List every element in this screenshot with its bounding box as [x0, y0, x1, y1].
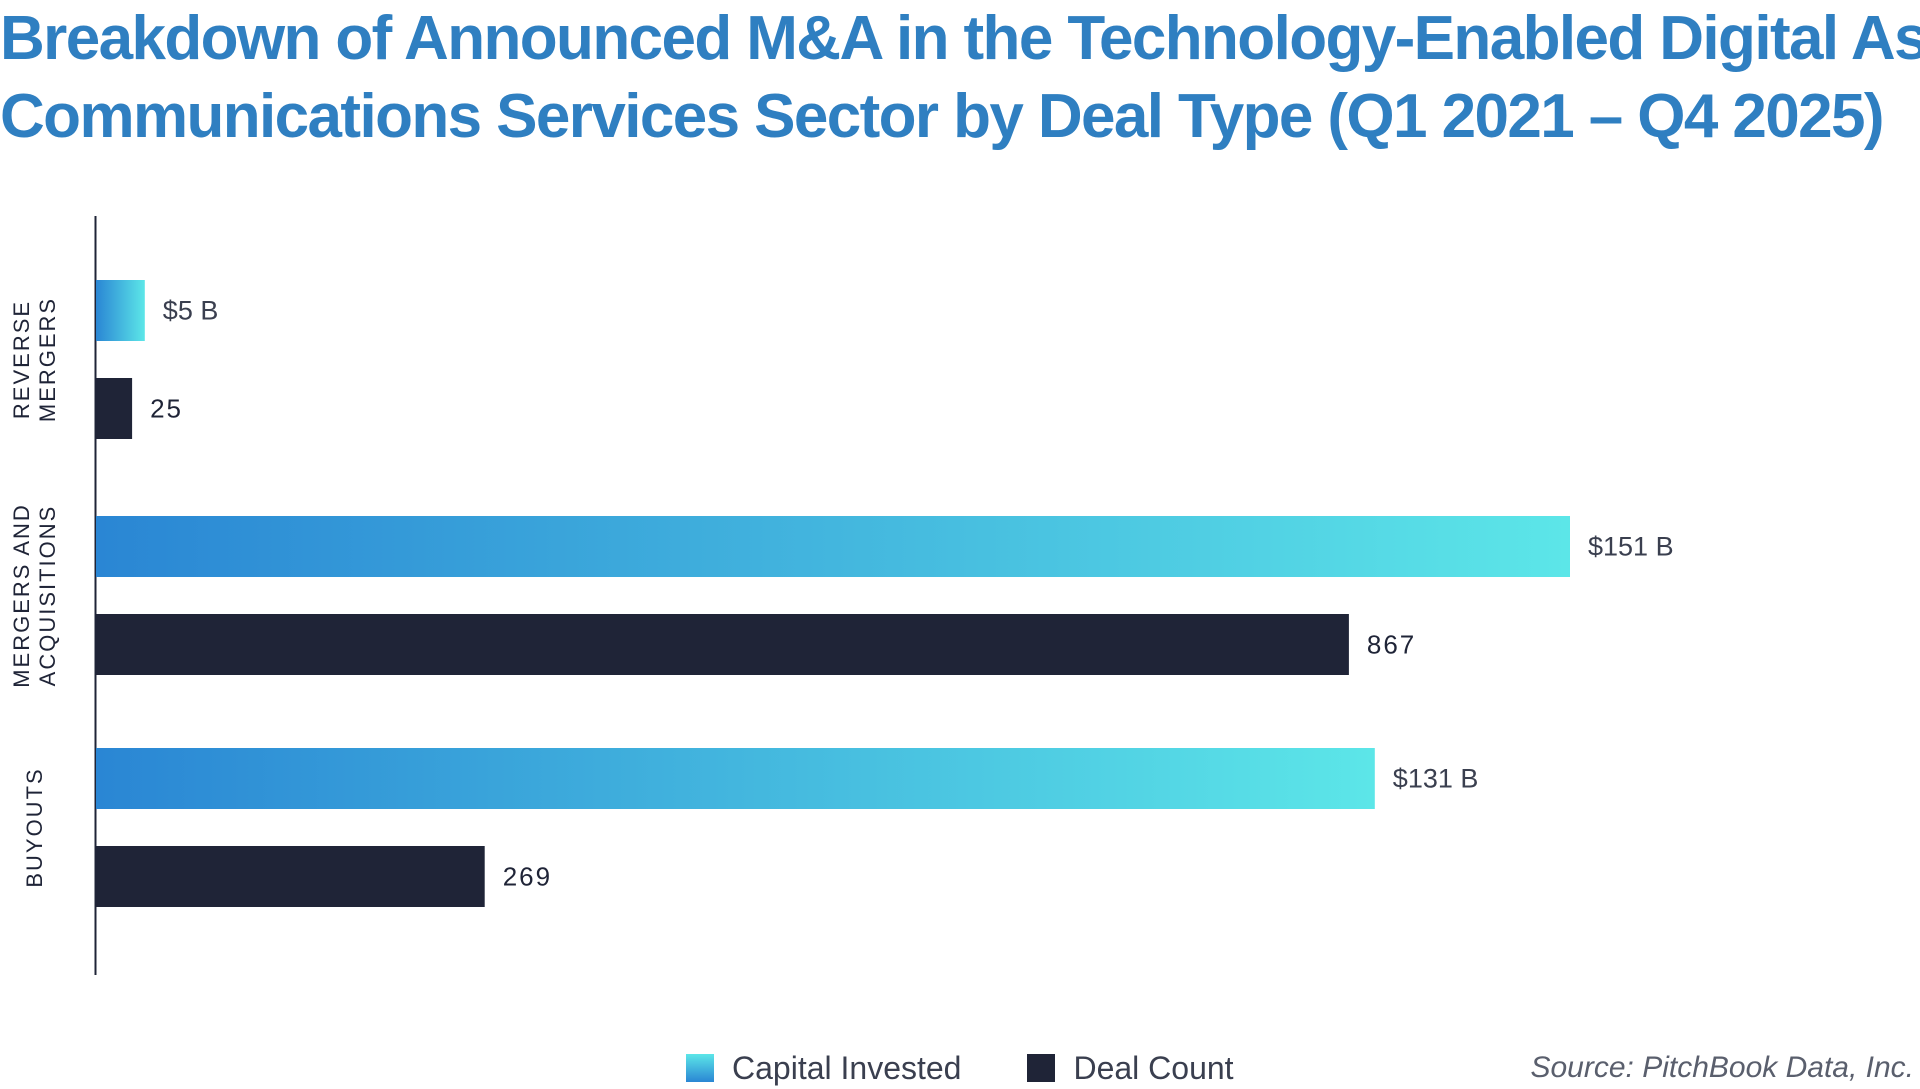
bar-deal-count-mergers-and-acquisitions — [96, 614, 1349, 675]
chart-title-line-2: Communications Services Sector by Deal T… — [0, 82, 1885, 151]
chart-title: Breakdown of Announced M&A in the Techno… — [0, 0, 1920, 156]
bar-capital-invested-reverse-mergers — [96, 280, 145, 341]
category-label-line: MERGERS — [35, 297, 60, 422]
category-label-line: MERGERS AND — [9, 503, 34, 688]
data-label-deal-count-mergers-and-acquisitions: 867 — [1367, 630, 1416, 660]
data-label-capital-invested-buyouts: $131 B — [1393, 764, 1479, 794]
bar-capital-invested-buyouts — [96, 748, 1375, 809]
source-note: Source: PitchBook Data, Inc. — [1530, 1051, 1914, 1084]
legend-swatch-capital-invested — [686, 1054, 714, 1082]
chart-title-line-1: Breakdown of Announced M&A in the Techno… — [0, 4, 1920, 73]
data-label-capital-invested-reverse-mergers: $5 B — [163, 296, 219, 326]
legend-swatch-deal-count — [1027, 1054, 1056, 1082]
category-label-line: ACQUISITIONS — [35, 505, 60, 687]
data-label-deal-count-buyouts: 269 — [503, 862, 552, 892]
category-label-line: BUYOUTS — [22, 767, 47, 887]
category-label-buyouts: BUYOUTS — [22, 767, 47, 887]
bars-group: $5 B 25 $151 B 867 $131 B 269 — [96, 280, 1674, 907]
bar-capital-invested-mergers-and-acquisitions — [96, 516, 1570, 577]
legend-label-capital-invested: Capital Invested — [732, 1049, 962, 1086]
category-labels: REVERSEMERGERS MERGERS ANDACQUISITIONS BUY… — [9, 297, 60, 888]
category-label-line: REVERSE — [9, 300, 34, 419]
bar-deal-count-buyouts — [96, 846, 485, 907]
data-label-deal-count-reverse-mergers: 25 — [150, 394, 183, 424]
legend-item-capital-invested: Capital Invested — [686, 1050, 961, 1087]
data-label-capital-invested-mergers-and-acquisitions: $151 B — [1588, 532, 1674, 562]
bar-deal-count-reverse-mergers — [96, 378, 133, 439]
legend-item-deal-count: Deal Count — [1027, 1049, 1234, 1087]
category-label-reverse-mergers: REVERSEMERGERS — [9, 297, 60, 422]
legend-label-deal-count: Deal Count — [1073, 1049, 1234, 1086]
legend: Capital Invested Deal Count — [686, 1048, 1300, 1088]
category-label-mergers-and-acquisitions: MERGERS ANDACQUISITIONS — [9, 503, 60, 688]
